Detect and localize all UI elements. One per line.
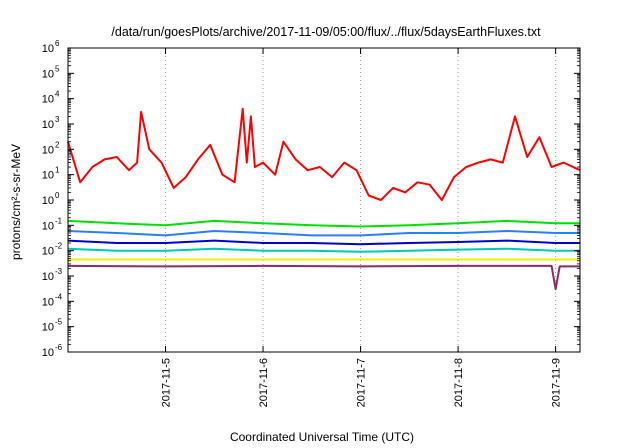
series-line-1 (67, 107, 581, 201)
y-tick-exponent: -3 (55, 267, 63, 276)
series-line-3 (67, 230, 580, 237)
plot-frame (67, 47, 581, 353)
series-line-2 (67, 219, 580, 228)
y-tick-label: 10 (42, 246, 54, 258)
y-tick-label: 10 (42, 144, 54, 156)
series-line-7 (67, 264, 580, 291)
y-tick-label: 10 (42, 322, 54, 334)
y-tick-exponent: -1 (55, 216, 63, 225)
x-tick-label: 2017-11-9 (551, 358, 563, 407)
y-tick-exponent: -5 (55, 318, 63, 327)
y-axis-label: protons/cm²-s-sr-MeV (9, 144, 23, 260)
chart-title: /data/run/goesPlots/archive/2017-11-09/0… (111, 25, 541, 39)
series-line-5 (67, 247, 580, 253)
vertical-grid (165, 48, 557, 352)
y-tick-exponent: 5 (55, 64, 60, 73)
y-tick-exponent: -2 (55, 242, 63, 251)
y-tick-exponent: 3 (55, 115, 60, 124)
y-tick-label: 10 (42, 271, 54, 283)
y-tick-label: 10 (42, 347, 54, 359)
y-tick-label: 10 (42, 94, 54, 106)
y-tick-exponent: 2 (55, 140, 60, 149)
x-tick-label: 2017-11-5 (161, 358, 173, 407)
y-tick-exponent: 0 (55, 191, 60, 200)
y-tick-label: 10 (42, 43, 54, 55)
series-line-4 (67, 239, 580, 246)
y-tick-label: 10 (42, 296, 54, 308)
x-tick-label: 2017-11-6 (258, 358, 270, 407)
y-tick-label: 10 (42, 68, 54, 80)
y-tick-exponent: 1 (55, 166, 60, 175)
y-tick-label: 10 (42, 220, 54, 232)
y-tick-label: 10 (42, 170, 54, 182)
series-lines (67, 107, 581, 291)
x-tick-label: 2017-11-8 (453, 358, 465, 407)
x-axis-label: Coordinated Universal Time (UTC) (230, 430, 414, 444)
y-tick-label: 10 (42, 195, 54, 207)
y-tick-exponent: -4 (55, 292, 63, 301)
x-axis-ticks: 2017-11-5 2017-11-6 2017-11-7 2017-11-8 2017… (161, 48, 563, 407)
x-tick-label: 2017-11-7 (356, 358, 368, 407)
y-tick-label: 10 (42, 119, 54, 131)
y-tick-exponent: 6 (55, 39, 60, 48)
y-tick-exponent: -6 (55, 343, 63, 352)
y-tick-exponent: 4 (55, 90, 60, 99)
y-axis-ticks: 10 -610 -510 -410 -310 -210 -110 010 110 210 310 41… (42, 39, 580, 359)
